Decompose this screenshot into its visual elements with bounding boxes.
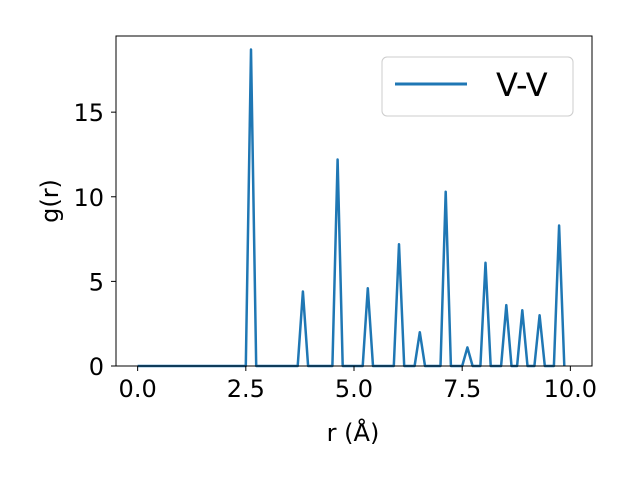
x-axis-label: r (Å): [327, 418, 380, 447]
y-tick-label: 0: [89, 353, 104, 381]
x-tick-label: 2.5: [227, 375, 265, 403]
legend-box: [381, 56, 574, 117]
legend: V-V: [381, 56, 574, 117]
x-tick-label: 10.0: [544, 375, 597, 403]
x-tick-label: 7.5: [443, 375, 481, 403]
y-axis-ticks: 0 5 10 15: [73, 99, 116, 381]
y-tick-label: 10: [73, 184, 104, 212]
legend-label-v-v: V-V: [496, 66, 548, 104]
y-tick-label: 5: [89, 268, 104, 296]
x-tick-label: 0.0: [119, 375, 157, 403]
x-axis-ticks: 0.0 2.5 5.0 7.5 10.0: [119, 366, 597, 403]
y-tick-label: 15: [73, 99, 104, 127]
x-tick-label: 5.0: [335, 375, 373, 403]
y-axis-label: g(r): [36, 179, 64, 223]
